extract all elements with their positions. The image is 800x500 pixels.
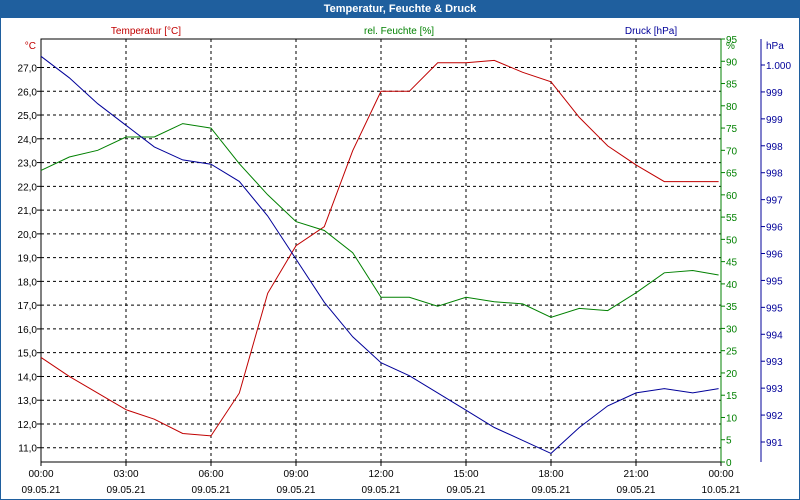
y-left-tick-label: 20,0 bbox=[18, 230, 38, 241]
x-tick-label-date: 10.05.21 bbox=[702, 485, 741, 496]
y-left-tick-label: 27,0 bbox=[18, 64, 38, 75]
y-left-tick-label: 19,0 bbox=[18, 254, 38, 265]
y-humidity-tick-label: 20 bbox=[726, 369, 738, 380]
y-humidity-tick-label: 80 bbox=[726, 102, 738, 113]
y-left-tick-label: 21,0 bbox=[18, 206, 38, 217]
y-humidity-tick-label: 25 bbox=[726, 347, 738, 358]
x-tick-label-time: 12:00 bbox=[368, 469, 393, 480]
legend-label-left: Temperatur [°C] bbox=[111, 26, 181, 37]
y-pressure-tick-label: 991 bbox=[766, 438, 783, 449]
y-humidity-tick-label: 30 bbox=[726, 324, 738, 335]
y-humidity-tick-label: 45 bbox=[726, 258, 738, 269]
series-line-pressure bbox=[40, 55, 719, 454]
y-left-tick-label: 16,0 bbox=[18, 325, 38, 336]
x-tick-label-date: 09.05.21 bbox=[362, 485, 401, 496]
y-left-tick-label: 12,0 bbox=[18, 420, 38, 431]
y-humidity-tick-label: 60 bbox=[726, 191, 738, 202]
y-pressure-tick-label: 995 bbox=[766, 276, 783, 287]
legend-label-humidity: rel. Feuchte [%] bbox=[364, 26, 434, 37]
x-tick-label-time: 00:00 bbox=[708, 469, 733, 480]
y-humidity-tick-label: 65 bbox=[726, 169, 738, 180]
legend-label-pressure: Druck [hPa] bbox=[625, 26, 677, 37]
x-tick-label-date: 09.05.21 bbox=[192, 485, 231, 496]
y-pressure-tick-label: 992 bbox=[766, 411, 783, 422]
y-humidity-tick-label: 40 bbox=[726, 280, 738, 291]
x-tick-label-time: 21:00 bbox=[623, 469, 648, 480]
y-humidity-tick-label: 35 bbox=[726, 302, 738, 313]
y-left-unit: °C bbox=[25, 41, 36, 52]
y-pressure-tick-label: 993 bbox=[766, 384, 783, 395]
y-humidity-tick-label: 55 bbox=[726, 213, 738, 224]
y-pressure-tick-label: 994 bbox=[766, 330, 783, 341]
series-line-humidity bbox=[40, 123, 719, 318]
y-pressure-tick-label: 998 bbox=[766, 142, 783, 153]
x-tick-label-date: 09.05.21 bbox=[447, 485, 486, 496]
y-left-tick-label: 18,0 bbox=[18, 277, 38, 288]
y-humidity-tick-label: 70 bbox=[726, 146, 738, 157]
y-pressure-tick-label: 998 bbox=[766, 169, 783, 180]
y-pressure-tick-label: 995 bbox=[766, 303, 783, 314]
x-tick-label-time: 06:00 bbox=[198, 469, 223, 480]
y-left-tick-label: 13,0 bbox=[18, 396, 38, 407]
y-left-tick-label: 14,0 bbox=[18, 372, 38, 383]
y-pressure-tick-label: 999 bbox=[766, 115, 783, 126]
y-left-tick-label: 26,0 bbox=[18, 87, 38, 98]
y-humidity-tick-label: 85 bbox=[726, 80, 738, 91]
y-humidity-tick-label: 5 bbox=[726, 436, 732, 447]
y-left-tick-label: 24,0 bbox=[18, 135, 38, 146]
y-pressure-tick-label: 1.000 bbox=[766, 61, 791, 72]
y-left-tick-label: 15,0 bbox=[18, 349, 38, 360]
y-pressure-unit: hPa bbox=[766, 41, 784, 52]
y-left-tick-label: 25,0 bbox=[18, 111, 38, 122]
x-tick-label-date: 09.05.21 bbox=[617, 485, 656, 496]
x-tick-label-time: 03:00 bbox=[113, 469, 138, 480]
y-humidity-tick-label: 15 bbox=[726, 391, 738, 402]
series-line-left bbox=[40, 59, 719, 437]
y-left-tick-label: 11,0 bbox=[18, 444, 37, 455]
y-humidity-unit: % bbox=[726, 41, 735, 52]
y-pressure-tick-label: 996 bbox=[766, 223, 783, 234]
x-tick-label-time: 18:00 bbox=[538, 469, 563, 480]
x-tick-label-time: 15:00 bbox=[453, 469, 478, 480]
y-pressure-tick-label: 996 bbox=[766, 250, 783, 261]
y-humidity-tick-label: 90 bbox=[726, 57, 738, 68]
x-tick-label-date: 09.05.21 bbox=[532, 485, 571, 496]
x-tick-label-date: 09.05.21 bbox=[22, 485, 61, 496]
x-tick-label-time: 09:00 bbox=[283, 469, 308, 480]
y-pressure-tick-label: 997 bbox=[766, 196, 783, 207]
y-humidity-tick-label: 10 bbox=[726, 413, 738, 424]
y-humidity-tick-label: 95 bbox=[726, 35, 738, 46]
y-left-tick-label: 23,0 bbox=[18, 159, 38, 170]
y-left-tick-label: 17,0 bbox=[18, 301, 38, 312]
y-humidity-tick-label: 75 bbox=[726, 124, 738, 135]
y-humidity-tick-label: 50 bbox=[726, 235, 738, 246]
x-tick-label-date: 09.05.21 bbox=[277, 485, 316, 496]
window-title: Temperatur, Feuchte & Druck bbox=[1, 1, 799, 18]
y-humidity-tick-label: 0 bbox=[726, 458, 732, 469]
y-pressure-tick-label: 999 bbox=[766, 88, 783, 99]
x-tick-label-time: 00:00 bbox=[28, 469, 53, 480]
y-pressure-tick-label: 993 bbox=[766, 357, 783, 368]
y-left-tick-label: 22,0 bbox=[18, 182, 38, 193]
x-tick-label-date: 09.05.21 bbox=[107, 485, 146, 496]
